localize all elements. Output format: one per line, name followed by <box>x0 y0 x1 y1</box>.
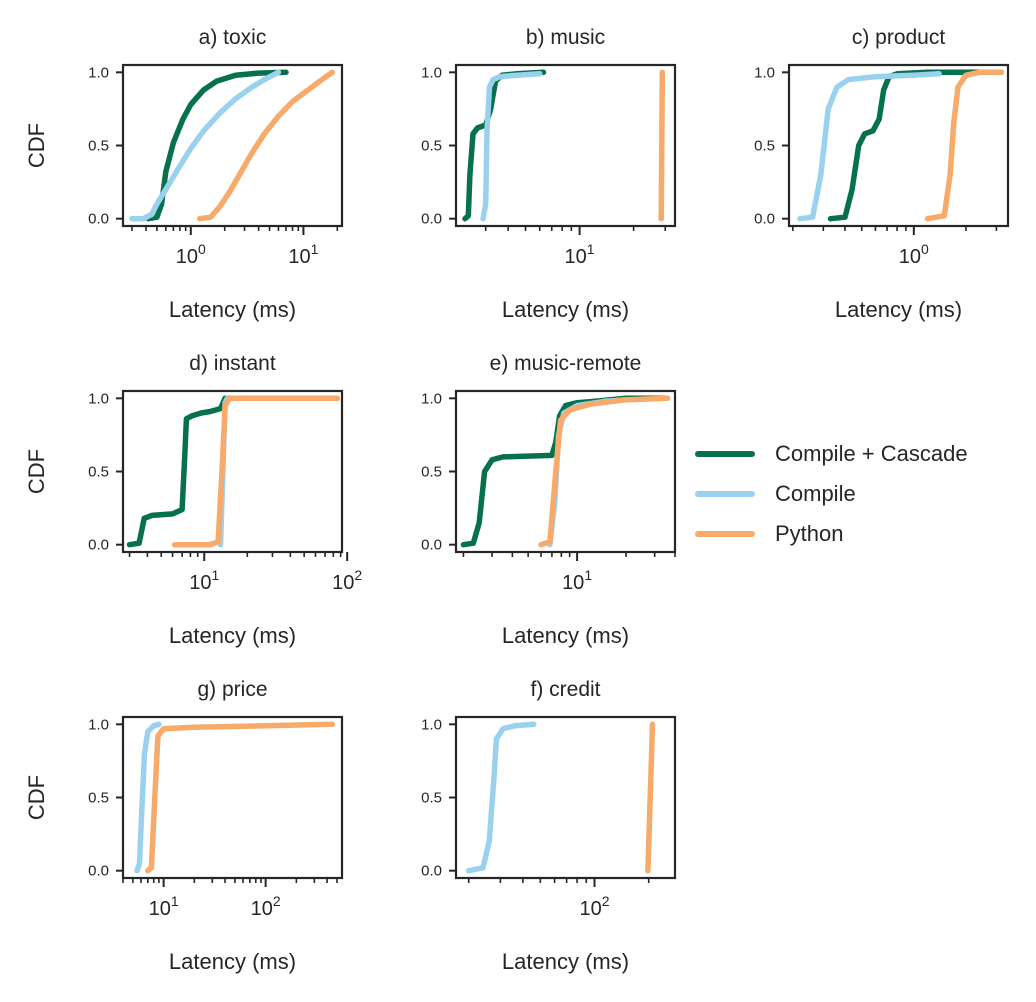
panel-music-remote: e) music-remote 0.0 0.5 1.0 101 Latency (ms) <box>421 352 677 648</box>
y-tick-label: 1.0 <box>88 716 109 733</box>
panel-price: g) price 0.0 0.5 1.0 101 102 Latency (ms) CDF <box>24 678 344 974</box>
y-axis-label: CDF <box>24 775 49 820</box>
x-axis-label: Latency (ms) <box>169 623 296 648</box>
series-line-compile <box>465 721 537 874</box>
x-tick-label: 101 <box>189 567 219 594</box>
panel-title: a) toxic <box>199 26 267 49</box>
series-line-python <box>171 395 340 548</box>
y-tick-label: 0.0 <box>88 211 109 228</box>
legend-item-compile-cascade: Compile + Cascade <box>695 434 968 474</box>
y-axis-label: CDF <box>24 449 49 494</box>
panel-title: e) music-remote <box>490 352 642 375</box>
x-tick-label: 101 <box>288 241 318 268</box>
x-axis-label: Latency (ms) <box>169 949 296 974</box>
y-tick-label: 0.0 <box>88 537 109 554</box>
y-tick-label: 0.5 <box>421 790 442 807</box>
series-line-compile <box>134 721 162 874</box>
x-axis-label: Latency (ms) <box>502 623 629 648</box>
x-tick-label: 101 <box>562 567 592 594</box>
plot-frame <box>121 63 344 228</box>
y-tick-label: 0.5 <box>421 138 442 155</box>
y-tick-label: 1.0 <box>88 390 109 407</box>
x-tick-label: 101 <box>565 241 595 268</box>
y-tick-label: 0.0 <box>421 537 442 554</box>
plot-frame <box>454 63 677 228</box>
legend-swatch-compile <box>695 491 755 497</box>
series-line-compile-cascade <box>462 69 547 222</box>
series-line-compile-cascade <box>145 69 289 222</box>
legend-swatch-python <box>695 531 755 537</box>
panel-title: b) music <box>526 26 605 49</box>
y-tick-label: 1.0 <box>421 390 442 407</box>
legend-swatch-compile-cascade <box>695 451 755 457</box>
x-axis-label: Latency (ms) <box>502 949 629 974</box>
panel-title: g) price <box>197 678 267 701</box>
y-tick-label: 0.5 <box>421 464 442 481</box>
y-tick-label: 1.0 <box>754 64 775 81</box>
series-line-python <box>145 721 336 874</box>
y-tick-label: 0.5 <box>754 138 775 155</box>
panel-title: d) instant <box>189 352 276 375</box>
y-tick-label: 0.0 <box>754 211 775 228</box>
y-axis-label: CDF <box>24 123 49 168</box>
legend-label: Python <box>775 521 844 546</box>
legend-label: Compile + Cascade <box>775 441 968 466</box>
series-line-compile <box>480 71 543 222</box>
plot-frame <box>787 63 1010 228</box>
panel-credit: f) credit 0.0 0.5 1.0 102 Latency (ms) <box>421 678 677 974</box>
x-axis-label: Latency (ms) <box>502 297 629 322</box>
panel-product: c) product 0.0 0.5 1.0 100 Latency (ms) <box>754 26 1010 322</box>
y-tick-label: 0.5 <box>88 464 109 481</box>
x-axis-label: Latency (ms) <box>835 297 962 322</box>
series-line-compile-cascade <box>827 69 1005 222</box>
plot-frame <box>454 715 677 880</box>
x-tick-label: 101 <box>149 893 179 920</box>
y-tick-label: 0.5 <box>88 790 109 807</box>
y-tick-label: 0.0 <box>421 863 442 880</box>
legend-item-python: Python <box>695 514 968 554</box>
y-tick-label: 1.0 <box>88 64 109 81</box>
series-line-compile-cascade <box>126 395 340 548</box>
y-tick-label: 1.0 <box>421 64 442 81</box>
series-line-compile <box>797 71 942 222</box>
series-line-compile <box>129 69 282 222</box>
panel-music: b) music 0.0 0.5 1.0 101 Latency (ms) <box>421 26 677 322</box>
x-tick-label: 100 <box>899 241 929 268</box>
x-tick-label: 102 <box>332 567 362 594</box>
legend-label: Compile <box>775 481 856 506</box>
y-tick-label: 0.0 <box>421 211 442 228</box>
x-tick-label: 100 <box>176 241 206 268</box>
panel-instant: d) instant 0.0 0.5 1.0 101 102 Latency (ms) CDF <box>24 352 362 648</box>
plot-frame <box>121 715 344 880</box>
x-tick-label: 102 <box>579 893 609 920</box>
panel-title: c) product <box>852 26 946 49</box>
x-tick-label: 102 <box>251 893 281 920</box>
y-tick-label: 1.0 <box>421 716 442 733</box>
legend: Compile + Cascade Compile Python <box>695 434 968 554</box>
panel-toxic: a) toxic 0.0 0.5 1.0 100 101 Latency (ms) CDF <box>24 26 344 322</box>
series-line-python <box>196 69 335 222</box>
series-line-python <box>538 395 671 548</box>
y-tick-label: 0.0 <box>88 863 109 880</box>
series-line-python <box>645 721 656 874</box>
y-tick-label: 0.5 <box>88 138 109 155</box>
legend-item-compile: Compile <box>695 474 968 514</box>
x-axis-label: Latency (ms) <box>169 297 296 322</box>
plot-frame <box>121 389 344 554</box>
plot-frame <box>454 389 677 554</box>
series-line-python <box>658 69 666 222</box>
panel-title: f) credit <box>530 678 600 701</box>
series-line-python <box>924 69 1005 222</box>
